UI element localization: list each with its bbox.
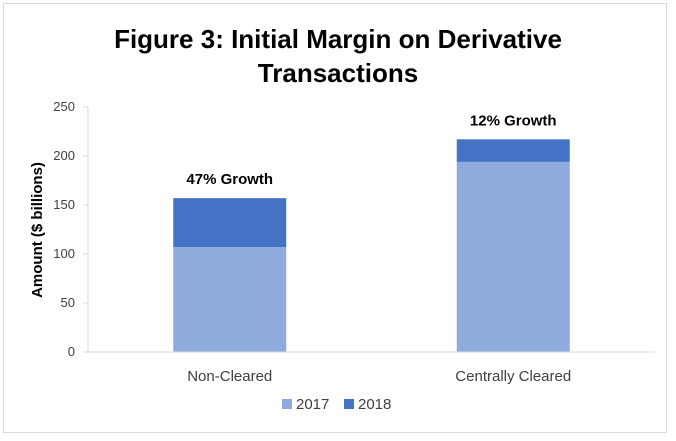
y-axis-label: Amount ($ billions) [29,162,46,298]
x-axis: Non-Cleared Centrally Cleared [88,351,655,385]
bar-2018-non-cleared [173,198,287,248]
bar-2018-centrally-cleared [456,139,570,162]
growth-annotation: 12% Growth [470,112,557,129]
bar-2017-centrally-cleared [456,161,570,352]
y-tick-label: 250 [53,99,75,114]
legend-swatch-2017 [282,399,292,409]
legend-label-2018: 2018 [358,396,391,413]
y-tick-label: 0 [68,344,75,359]
chart-title-line-2: Transactions [257,58,419,88]
y-tick-label: 100 [53,246,75,261]
y-tick-label: 150 [53,197,75,212]
chart-title-line-1: Figure 3: Initial Margin on Derivative [114,24,562,54]
x-tick-label: Centrally Cleared [455,368,571,385]
legend-swatch-2018 [344,399,354,409]
chart-title: Figure 3: Initial Margin on Derivative T… [0,22,676,90]
x-tick-label: Non-Cleared [187,368,272,385]
bar-2017-non-cleared [173,247,287,352]
legend: 2017 2018 [282,396,391,413]
y-tick-label: 200 [53,148,75,163]
y-axis: 0 50 100 150 200 250 [53,99,89,359]
bars [173,139,570,352]
legend-label-2017: 2017 [296,396,329,413]
y-tick-label: 50 [61,295,75,310]
annotations: 47% Growth 12% Growth [186,112,556,188]
growth-annotation: 47% Growth [186,171,273,188]
